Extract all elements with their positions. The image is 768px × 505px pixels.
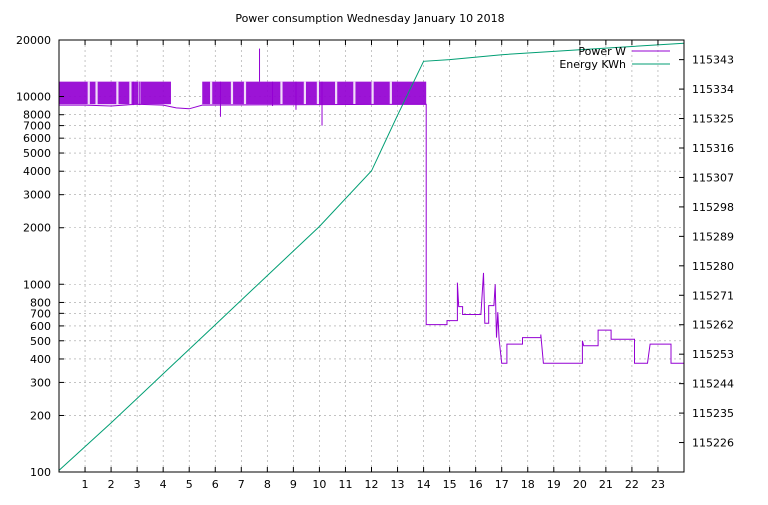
- y-tick-label: 6000: [23, 132, 51, 145]
- x-tick-label: 7: [238, 478, 245, 491]
- energy-line: [58, 42, 685, 471]
- power-band-gap: [303, 81, 306, 105]
- y2-tick-label: 115316: [692, 142, 734, 155]
- power-band-gap: [280, 81, 283, 105]
- y2-tick-label: 115289: [692, 230, 734, 243]
- x-tick-label: 23: [651, 478, 665, 491]
- y-tick-label: 4000: [23, 165, 51, 178]
- y-tick-label: 500: [30, 335, 51, 348]
- x-tick-label: 12: [365, 478, 379, 491]
- x-tick-label: 20: [573, 478, 587, 491]
- axis-layer: 1 2 3 4 5 6 7 8 9 10 11 12 13 14 15 16 17 18 19 20 21 22 23100…: [16, 34, 734, 491]
- legend-label-energy: Energy KWh: [559, 58, 626, 71]
- y2-tick-label: 115307: [692, 171, 734, 184]
- y-tick-label: 7000: [23, 120, 51, 133]
- y2-tick-label: 115334: [692, 83, 734, 96]
- y-tick-label: 8000: [23, 109, 51, 122]
- chart-title: Power consumption Wednesday January 10 2…: [235, 12, 504, 25]
- power-band-gap: [335, 81, 338, 105]
- y2-tick-label: 115343: [692, 54, 734, 67]
- power-band-gap: [129, 81, 132, 105]
- power-band-gap: [210, 81, 213, 105]
- power-band-gap: [353, 81, 356, 105]
- y2-tick-label: 115244: [692, 378, 734, 391]
- x-tick-label: 17: [495, 478, 509, 491]
- y2-tick-label: 115325: [692, 113, 734, 126]
- x-tick-label: 18: [521, 478, 535, 491]
- power-band-gap: [230, 81, 234, 105]
- y2-tick-label: 115298: [692, 201, 734, 214]
- x-tick-label: 4: [160, 478, 167, 491]
- x-tick-label: 21: [599, 478, 613, 491]
- y-tick-label: 20000: [16, 34, 51, 47]
- x-tick-label: 22: [625, 478, 639, 491]
- power-band-gap: [389, 81, 392, 105]
- power-band: [202, 81, 427, 105]
- series-layer: [58, 42, 685, 471]
- y-tick-label: 700: [30, 307, 51, 320]
- legend: Power W Energy KWh: [559, 45, 670, 71]
- power-line: [59, 103, 684, 364]
- y-tick-label: 800: [30, 296, 51, 309]
- power-band-gap: [243, 81, 247, 105]
- x-tick-label: 8: [264, 478, 271, 491]
- x-tick-label: 3: [134, 478, 141, 491]
- power-band-gap: [316, 81, 320, 105]
- x-tick-label: 11: [338, 478, 352, 491]
- y-tick-label: 400: [30, 353, 51, 366]
- y-tick-label: 300: [30, 376, 51, 389]
- x-tick-label: 9: [290, 478, 297, 491]
- power-band: [59, 81, 171, 105]
- y2-tick-label: 115235: [692, 407, 734, 420]
- x-tick-label: 16: [469, 478, 483, 491]
- x-tick-label: 15: [443, 478, 457, 491]
- y-tick-label: 3000: [23, 189, 51, 202]
- x-tick-label: 1: [82, 478, 89, 491]
- x-tick-label: 19: [547, 478, 561, 491]
- legend-label-power: Power W: [578, 45, 626, 58]
- y2-tick-label: 115253: [692, 348, 734, 361]
- x-tick-label: 10: [312, 478, 326, 491]
- x-tick-label: 5: [186, 478, 193, 491]
- x-tick-label: 2: [108, 478, 115, 491]
- y-tick-label: 2000: [23, 222, 51, 235]
- y-tick-label: 1000: [23, 278, 51, 291]
- x-tick-label: 13: [391, 478, 405, 491]
- power-band-gap: [87, 81, 90, 105]
- y-tick-label: 600: [30, 320, 51, 333]
- y-tick-label: 100: [30, 466, 51, 479]
- x-tick-label: 14: [417, 478, 431, 491]
- x-tick-label: 6: [212, 478, 219, 491]
- power-band-gap: [116, 81, 119, 105]
- y2-tick-label: 115226: [692, 437, 734, 450]
- power-band-gap: [371, 81, 374, 105]
- y-tick-label: 10000: [16, 91, 51, 104]
- y-tick-label: 5000: [23, 147, 51, 160]
- plot-frame: [58, 39, 685, 473]
- y-tick-label: 200: [30, 409, 51, 422]
- y2-tick-label: 115280: [692, 260, 734, 273]
- y2-tick-label: 115262: [692, 319, 734, 332]
- y2-tick-label: 115271: [692, 289, 734, 302]
- power-band-gap: [95, 81, 98, 105]
